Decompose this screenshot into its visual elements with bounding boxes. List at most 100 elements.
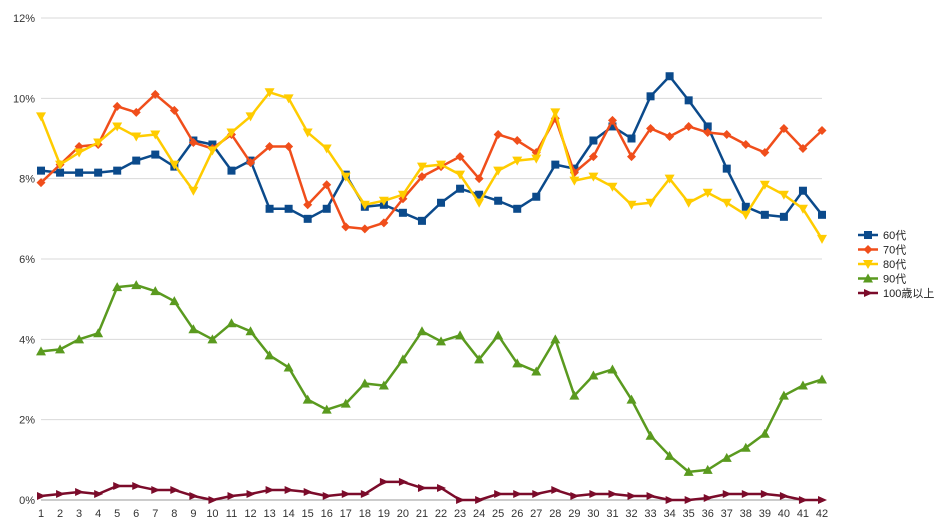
y-tick-label: 0% [19, 495, 35, 507]
data-point-x37 [722, 164, 731, 173]
gridlines [41, 17, 822, 501]
legend-item: 70代 [858, 244, 906, 257]
y-tick-label: 6% [19, 254, 35, 266]
data-point-x41 [798, 144, 808, 154]
y-tick-label: 12% [13, 13, 35, 25]
data-point-x5 [113, 481, 123, 490]
legend-item: 80代 [858, 258, 906, 271]
data-point-x37 [721, 198, 732, 208]
x-tick-label: 19 [378, 508, 390, 520]
data-point-x8 [170, 485, 180, 494]
data-point-x5 [113, 166, 122, 175]
x-tick-label: 29 [568, 508, 580, 520]
x-tick-label: 9 [190, 508, 196, 520]
data-point-x22 [437, 483, 447, 492]
data-point-x30 [589, 489, 599, 498]
data-point-x39 [760, 210, 769, 219]
data-point-x15 [303, 214, 312, 223]
x-tick-label: 21 [416, 508, 428, 520]
data-point-x35 [683, 198, 694, 208]
x-tick-label: 6 [133, 508, 139, 520]
data-point-x1 [36, 346, 46, 356]
data-point-x3 [74, 334, 85, 344]
data-point-x38 [741, 489, 751, 498]
data-point-x33 [646, 491, 656, 500]
data-point-x17 [340, 172, 351, 182]
data-point-x30 [588, 152, 598, 162]
series-1 [37, 72, 826, 225]
data-point-x21 [417, 172, 427, 182]
data-point-x7 [150, 286, 161, 296]
data-point-x27 [531, 154, 542, 164]
x-tick-label: 5 [114, 508, 120, 520]
x-tick-label: 36 [702, 508, 714, 520]
data-point-x9 [188, 138, 198, 148]
data-point-x34 [665, 496, 675, 504]
data-point-x4 [94, 168, 103, 177]
data-point-legend [864, 231, 872, 239]
data-point-x10 [207, 146, 218, 156]
x-tick-label: 2 [57, 508, 63, 520]
data-point-x25 [493, 330, 504, 340]
data-point-x10 [207, 334, 218, 344]
data-point-x16 [322, 204, 331, 213]
data-point-x41 [798, 186, 807, 195]
data-point-x5 [112, 282, 123, 292]
legend-label: 90代 [883, 273, 906, 286]
data-point-x33 [646, 123, 656, 133]
data-point-x35 [684, 121, 694, 131]
data-point-x24 [474, 174, 484, 184]
y-tick-label: 2% [19, 415, 35, 427]
data-point-x30 [588, 172, 599, 182]
data-point-x29 [570, 491, 580, 500]
data-point-x39 [760, 148, 770, 158]
data-point-x14 [283, 94, 294, 104]
x-tick-label: 41 [797, 508, 809, 520]
x-tick-label: 7 [152, 508, 158, 520]
data-point-x16 [322, 180, 332, 190]
data-point-x26 [513, 204, 522, 213]
data-point-x37 [722, 129, 732, 139]
data-point-x9 [189, 491, 199, 500]
data-point-x20 [397, 190, 408, 200]
data-point-legend [864, 289, 873, 297]
x-tick-label: 20 [397, 508, 409, 520]
data-point-x37 [722, 489, 732, 498]
data-point-x14 [284, 204, 293, 213]
data-point-x21 [416, 326, 427, 336]
data-point-x23 [455, 330, 466, 340]
data-point-x17 [341, 489, 351, 498]
data-point-x7 [151, 150, 160, 159]
data-point-x4 [94, 489, 104, 498]
data-point-x24 [475, 190, 484, 199]
data-point-x27 [532, 192, 541, 201]
data-point-x36 [703, 127, 713, 137]
x-tick-label: 11 [226, 508, 237, 520]
data-point-x36 [702, 464, 713, 474]
data-point-x31 [607, 115, 617, 125]
data-point-x8 [169, 160, 180, 170]
data-point-x39 [759, 180, 770, 190]
x-tick-label: 17 [340, 508, 352, 520]
data-point-x26 [512, 136, 522, 146]
data-point-x31 [608, 122, 617, 131]
data-point-x42 [818, 210, 826, 219]
data-point-x2 [55, 160, 66, 170]
data-point-x20 [397, 354, 408, 364]
x-tick-label: 1 [38, 508, 44, 520]
data-point-x41 [797, 204, 808, 214]
x-tick-label: 12 [244, 508, 256, 520]
data-point-x3 [75, 168, 84, 177]
x-tick-label: 15 [302, 508, 314, 520]
data-point-legend [863, 245, 873, 254]
data-point-x40 [779, 123, 789, 133]
data-point-x22 [436, 160, 447, 170]
data-point-x36 [703, 122, 712, 131]
data-point-x18 [359, 378, 370, 388]
data-point-x17 [340, 398, 351, 408]
data-point-x19 [379, 477, 389, 486]
data-point-x40 [778, 190, 789, 200]
x-tick-label: 35 [683, 508, 695, 520]
